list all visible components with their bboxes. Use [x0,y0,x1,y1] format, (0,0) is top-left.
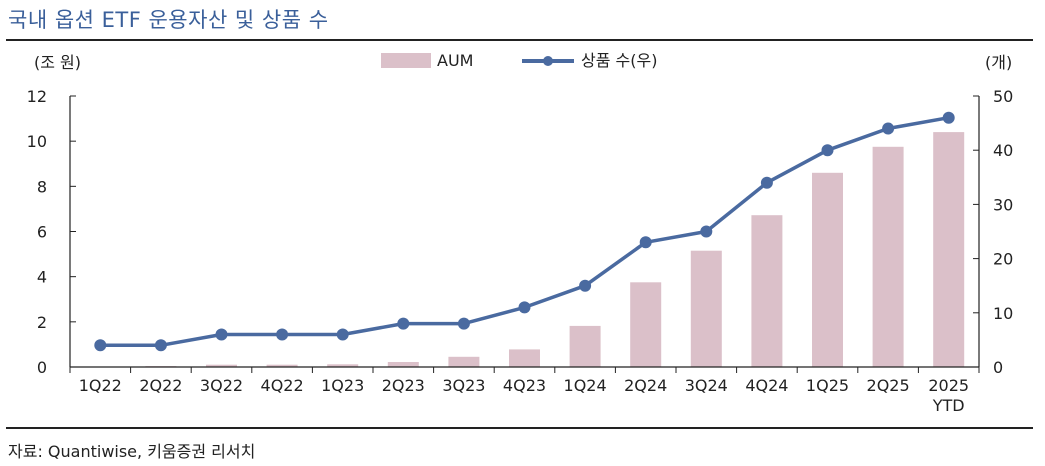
x-tick-label-1: 2Q22 [139,376,182,395]
x-tick-label-5: 2Q23 [382,376,425,395]
line-point-count-0 [94,339,107,352]
y-right-tick-label-4: 40 [993,141,1013,160]
bar-aum-4 [327,364,359,367]
bar-aum-13 [872,146,904,367]
line-point-count-8 [579,279,592,292]
x-tick-label-2: 3Q22 [200,376,243,395]
y-left-tick-label-6: 12 [27,87,47,106]
axes-group: 0 2 4 6 8 10 12 0 10 20 30 40 50 1Q22 2Q22 3Q22 4Q22 1Q23… [27,87,1014,415]
line-point-count-1 [154,339,167,352]
y-left-axis-unit: (조 원) [34,53,81,72]
bar-aum-7 [509,349,540,367]
y-right-axis-unit: (개) [985,53,1012,72]
x-tick-label-10: 3Q24 [685,376,728,395]
line-point-count-12 [821,144,834,157]
bar-aum-3 [266,364,298,367]
legend-label-aum: AUM [437,51,473,70]
bar-aum-14 [933,132,965,367]
chart-title: 국내 옵션 ETF 운용자산 및 상품 수 [8,8,329,32]
bar-aum-2 [206,364,237,367]
line-point-count-14 [942,111,955,124]
bars-group [84,132,965,367]
top-divider [6,39,1033,41]
x-tick-label-12: 1Q25 [806,376,849,395]
y-right-tick-label-1: 10 [993,304,1013,323]
bar-aum-8 [569,325,601,367]
bar-aum-11 [751,215,783,367]
y-right-tick-label-3: 30 [993,195,1013,214]
x-tick-label-7: 4Q23 [503,376,546,395]
x-tick-label-14: 2025 YTD [928,376,969,415]
line-point-count-4 [336,328,349,341]
x-tick-label-0: 1Q22 [79,376,122,395]
legend: AUM 상품 수(우) [381,51,657,70]
x-tick-label-4: 1Q23 [321,376,364,395]
y-left-tick-label-0: 0 [37,358,47,377]
y-left-tick-label-5: 10 [27,132,47,151]
y-left-tick-label-4: 8 [37,177,47,196]
bar-aum-10 [690,250,722,367]
x-tick-label-11: 4Q24 [745,376,788,395]
y-right-tick-label-0: 0 [993,358,1003,377]
bar-aum-6 [448,356,480,367]
legend-swatch-aum [381,53,431,68]
legend-swatch-count-marker [543,56,553,66]
line-point-count-11 [760,176,773,189]
y-left-tick-label-3: 6 [37,223,47,242]
y-right-tick-label-5: 50 [993,87,1013,106]
y-left-tick-label-2: 4 [37,268,47,287]
line-point-count-2 [215,328,228,341]
line-point-count-9 [639,236,652,249]
line-point-count-13 [882,122,895,135]
bottom-divider [6,427,1033,429]
y-right-tick-label-2: 20 [993,250,1013,269]
bar-aum-5 [387,362,419,367]
bar-aum-9 [630,282,662,367]
x-tick-label-8: 1Q24 [564,376,607,395]
y-left-tick-label-1: 2 [37,313,47,332]
line-series-group [94,111,955,352]
x-tick-label-6: 3Q23 [442,376,485,395]
line-point-count-10 [700,225,713,238]
line-point-count-7 [518,301,531,314]
line-point-count-3 [276,328,289,341]
source-note: 자료: Quantiwise, 키움증권 리서치 [8,442,256,461]
line-point-count-5 [397,317,410,330]
bar-aum-12 [812,172,843,367]
legend-label-count: 상품 수(우) [581,51,657,70]
x-tick-label-3: 4Q22 [261,376,304,395]
x-tick-label-9: 2Q24 [624,376,667,395]
x-tick-label-13: 2Q25 [867,376,910,395]
line-point-count-6 [457,317,470,330]
